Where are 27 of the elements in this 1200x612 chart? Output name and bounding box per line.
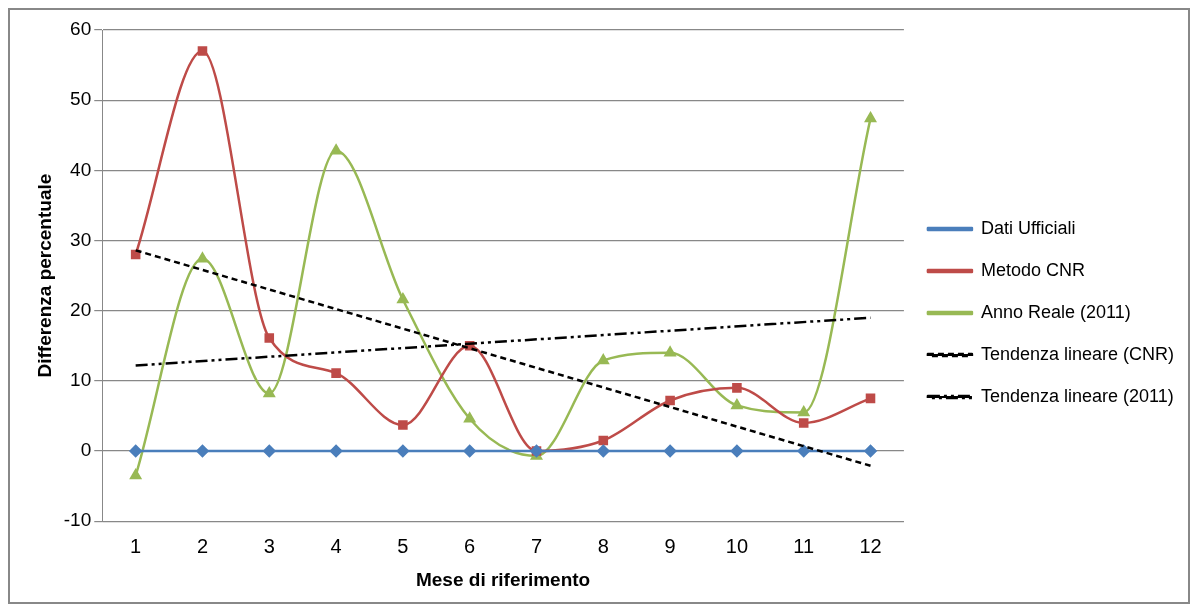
x-tick-label: 6 xyxy=(464,534,476,557)
y-tick-label: 0 xyxy=(80,439,92,461)
x-tick-label: 4 xyxy=(330,534,342,557)
x-tick-label: 11 xyxy=(793,534,815,557)
y-tick-label: 50 xyxy=(70,88,92,110)
y-tick-label: 10 xyxy=(70,369,92,391)
y-axis-title: Differenza percentuale xyxy=(33,173,55,378)
x-tick-label: 5 xyxy=(397,534,409,557)
x-axis-title: Mese di riferimento xyxy=(415,568,591,590)
x-tick-label: 2 xyxy=(196,534,209,557)
legend-label: Tendenza lineare (CNR) xyxy=(980,343,1175,364)
y-tick-label: 30 xyxy=(70,228,92,250)
legend-label: Anno Reale (2011) xyxy=(980,301,1131,322)
legend-label: Tendenza lineare (2011) xyxy=(980,385,1174,406)
x-tick-label: 9 xyxy=(664,534,676,557)
y-tick-label: -10 xyxy=(63,509,92,531)
x-tick-label: 10 xyxy=(725,534,749,557)
legend-label: Dati Ufficiali xyxy=(980,217,1076,238)
x-tick-label: 8 xyxy=(597,534,609,557)
x-tick-label: 3 xyxy=(263,534,275,557)
x-tick-label: 12 xyxy=(859,534,882,557)
y-tick-label: 60 xyxy=(70,18,92,40)
y-tick-label: 40 xyxy=(70,158,92,180)
legend-label: Metodo CNR xyxy=(980,259,1085,280)
x-tick-label: 1 xyxy=(130,534,142,557)
y-tick-label: 20 xyxy=(70,298,92,320)
x-tick-label: 7 xyxy=(530,534,543,557)
